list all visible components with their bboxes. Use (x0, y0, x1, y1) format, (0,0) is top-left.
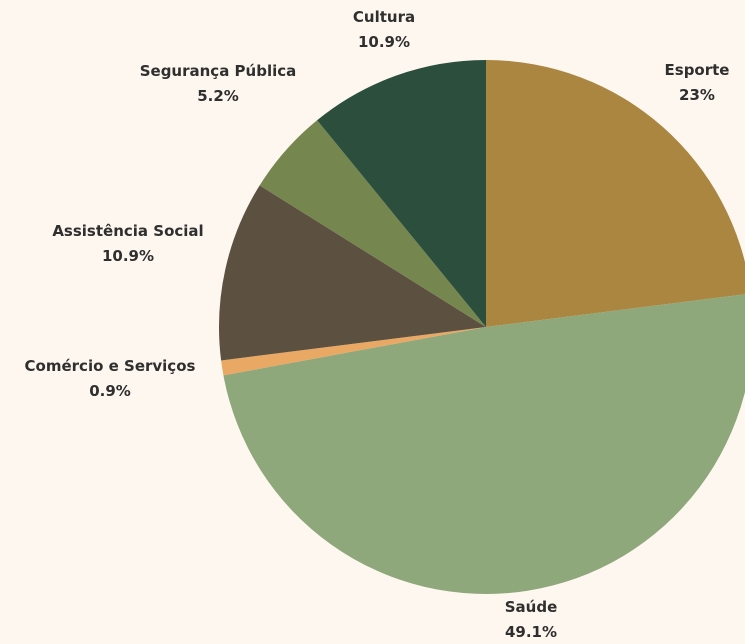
pie-slice-esporte (486, 60, 745, 327)
slice-value-seguranca-publica: 5.2% (197, 87, 239, 105)
pie-slice-cultura (317, 60, 486, 327)
slice-label-saude: Saúde (505, 598, 558, 616)
pie-slice-comercio-e-servicos (221, 327, 486, 376)
slice-label-comercio-e-servicos: Comércio e Serviços (25, 357, 196, 375)
slice-value-esporte: 23% (679, 86, 715, 104)
pie-slices (219, 60, 745, 594)
slice-label-cultura: Cultura (353, 8, 415, 26)
slice-label-esporte: Esporte (665, 61, 730, 79)
slice-value-comercio-e-servicos: 0.9% (89, 382, 131, 400)
slice-label-seguranca-publica: Segurança Pública (140, 62, 297, 80)
slice-value-saude: 49.1% (505, 623, 557, 641)
pie-labels: Esporte 23% Saúde 49.1% Comércio e Serviços 0… (25, 8, 730, 641)
pie-slice-assistencia-social (219, 185, 487, 361)
slice-label-assistencia-social: Assistência Social (52, 222, 203, 240)
pie-slice-saude (223, 294, 745, 594)
slice-value-assistencia-social: 10.9% (102, 247, 154, 265)
pie-slice-seguranca-publica (259, 120, 486, 328)
slice-value-cultura: 10.9% (358, 33, 410, 51)
